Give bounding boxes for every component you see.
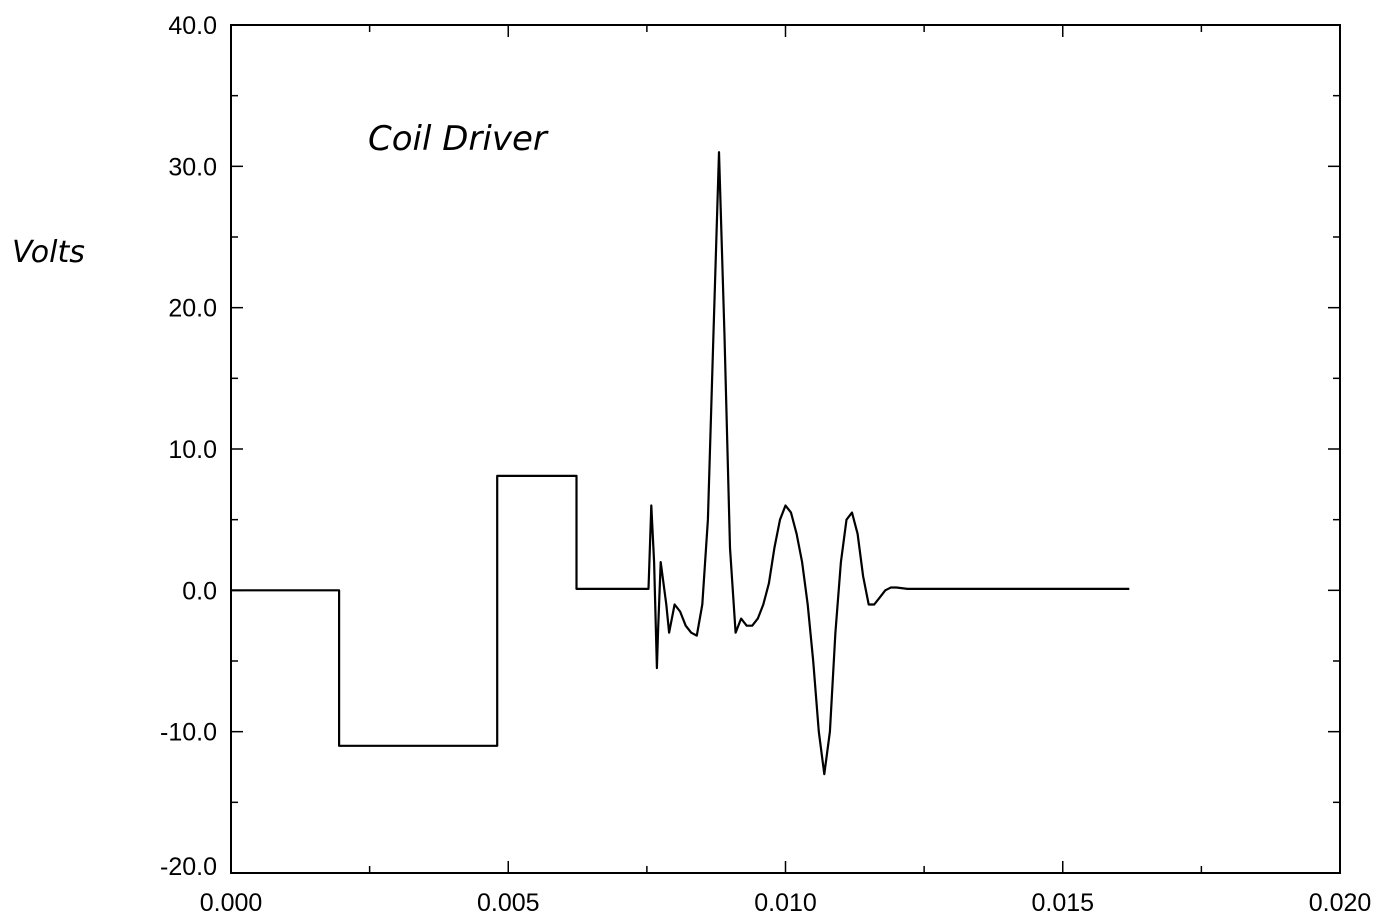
y-tick-label: 10.0 bbox=[168, 436, 217, 464]
y-tick-label: 0.0 bbox=[182, 577, 217, 605]
x-tick-label: 0.020 bbox=[1309, 889, 1372, 917]
x-tick-label: 0.005 bbox=[477, 889, 540, 917]
y-tick-label: 40.0 bbox=[168, 12, 217, 40]
y-axis-label: Volts bbox=[12, 235, 85, 270]
y-tick-label: 30.0 bbox=[168, 153, 217, 181]
y-tick-label: 20.0 bbox=[168, 295, 217, 323]
series-line bbox=[231, 151, 1130, 776]
x-tick-label: 0.015 bbox=[1031, 889, 1094, 917]
x-tick-label: 0.000 bbox=[200, 889, 263, 917]
annotation-label: Coil Driver bbox=[368, 119, 549, 159]
tick-labels: 0.000 0.005 0.010 0.015 0.020 -20.0 -10.0 0.0 10… bbox=[160, 12, 1371, 917]
y-tick-label: -20.0 bbox=[160, 853, 217, 881]
x-tick-label: 0.010 bbox=[754, 889, 817, 917]
tick-marks bbox=[230, 24, 1341, 874]
y-tick-label: -10.0 bbox=[160, 719, 217, 747]
